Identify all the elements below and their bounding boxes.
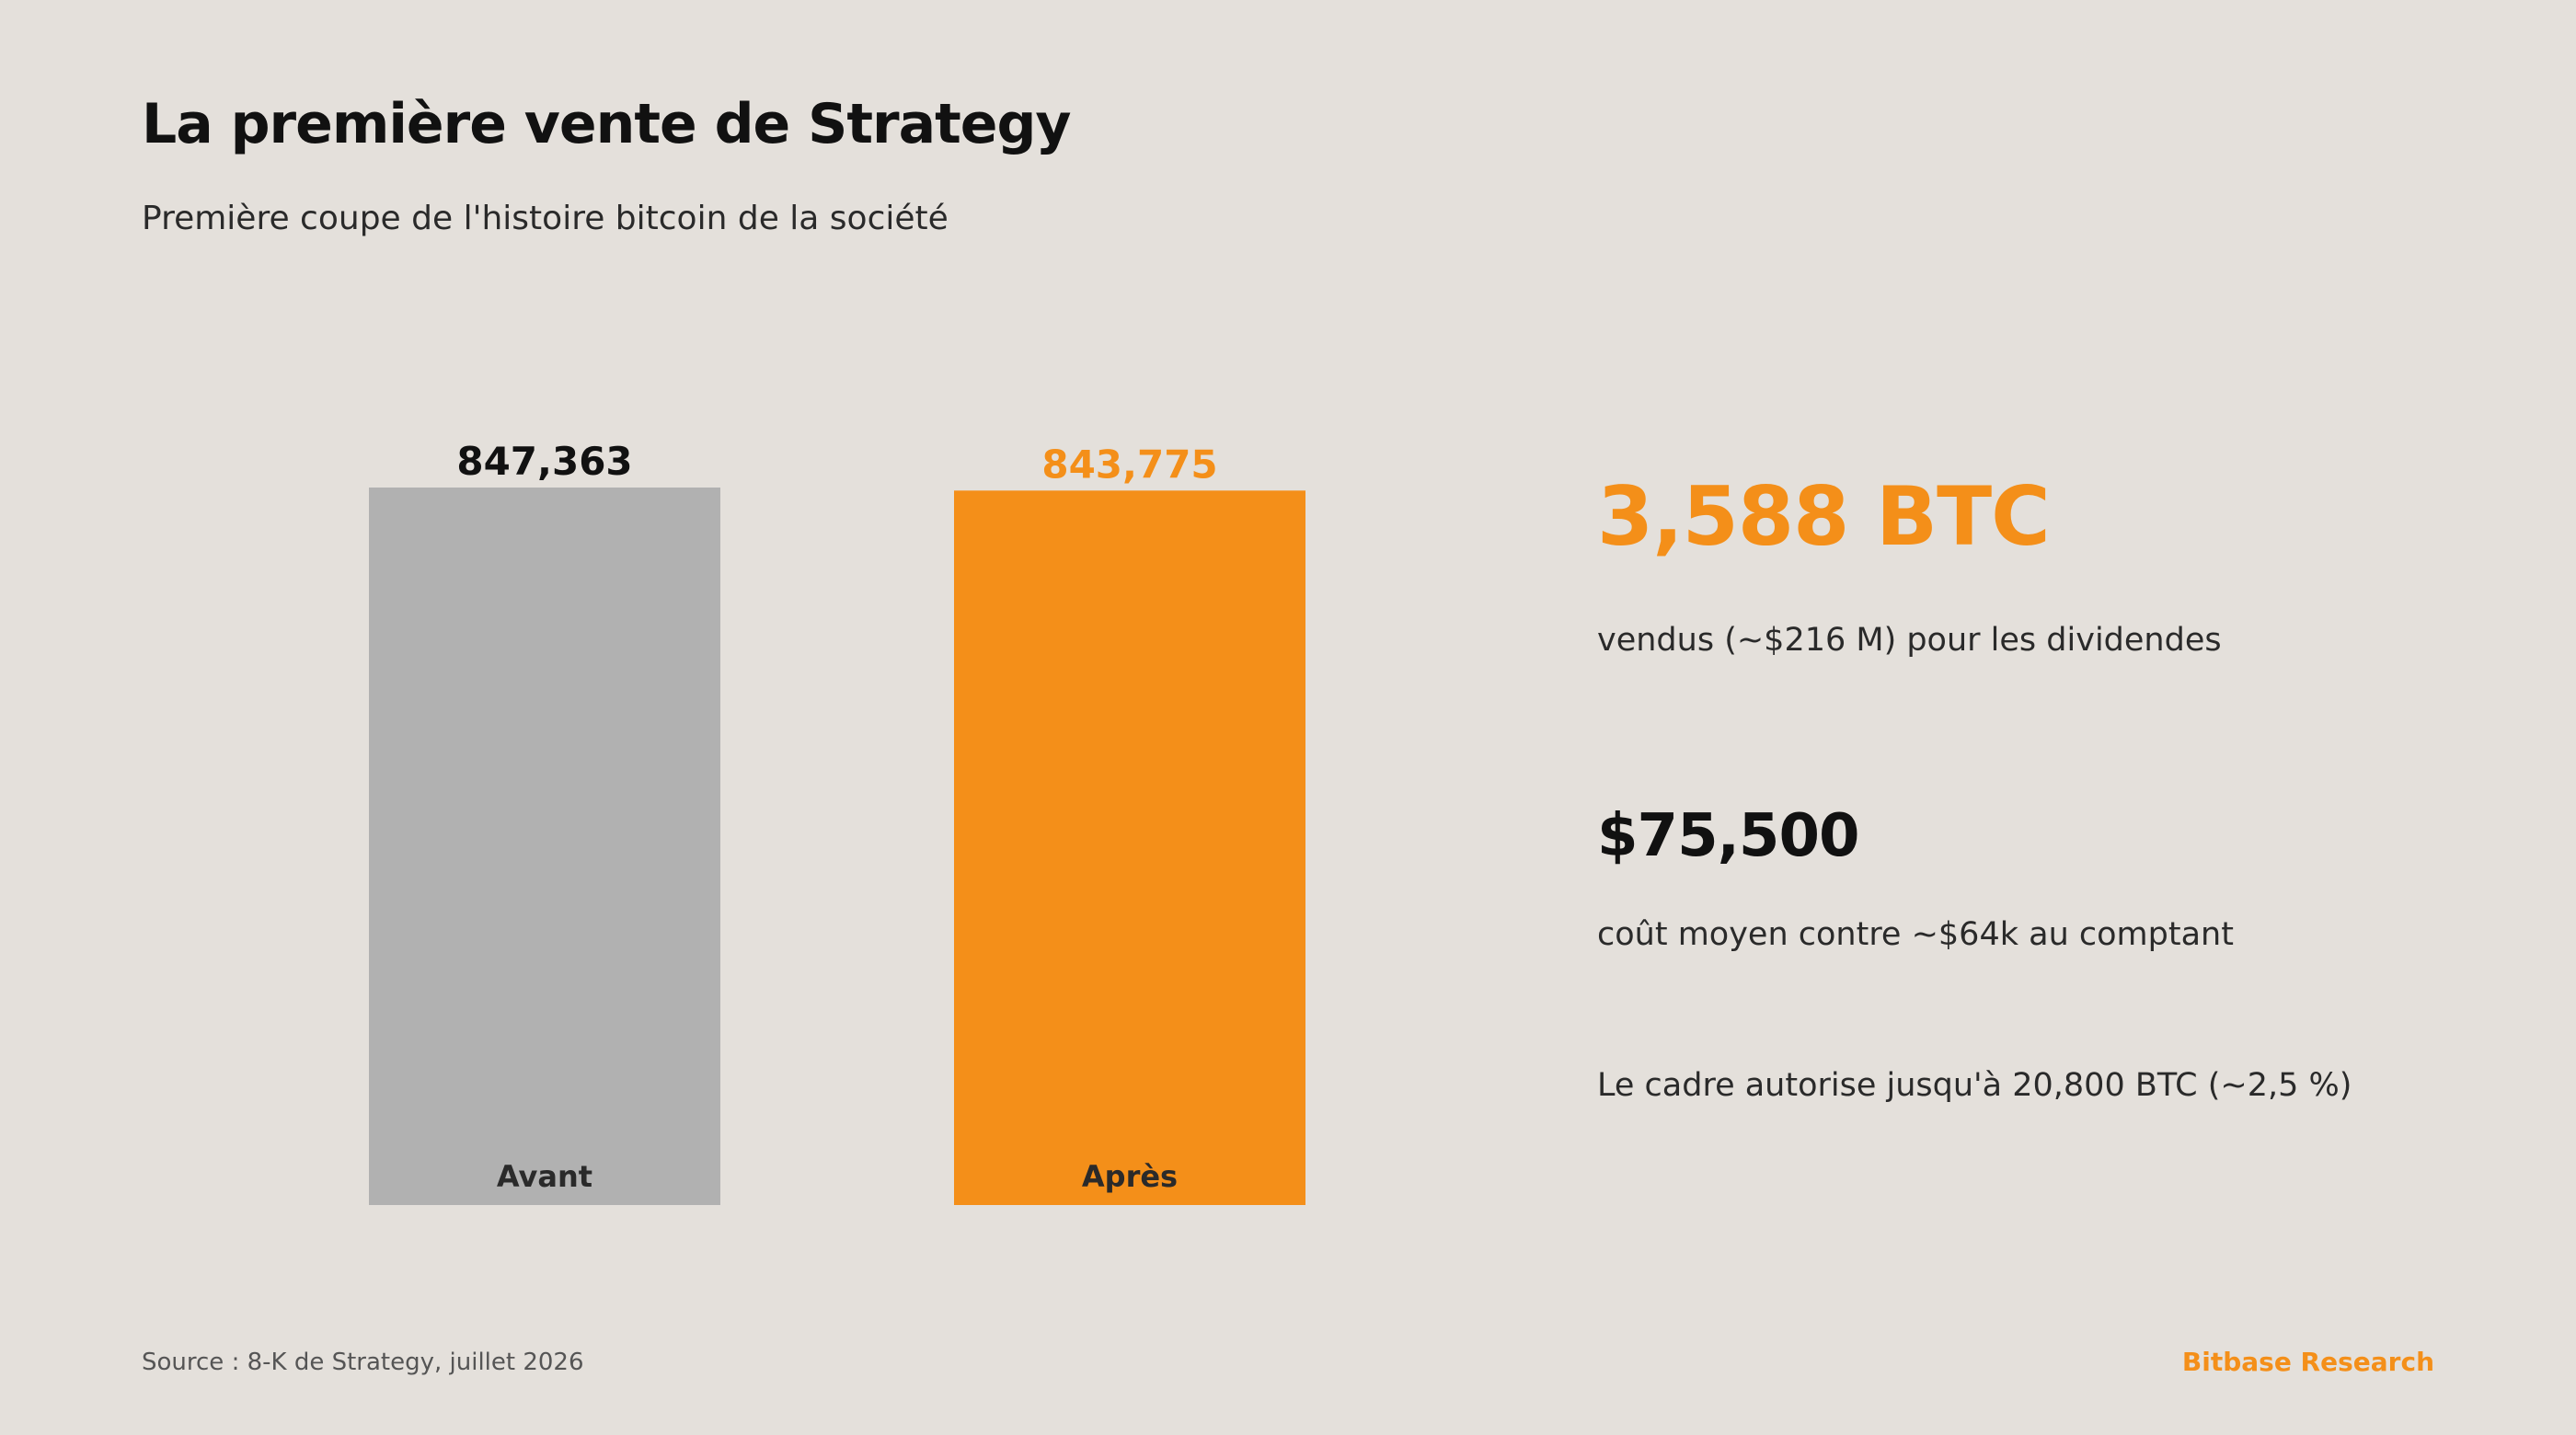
authorization-note: Le cadre autorise jusqu'à 20,800 BTC (~2… bbox=[1597, 1067, 2352, 1104]
page-subtitle: Première coupe de l'histoire bitcoin de … bbox=[142, 200, 949, 237]
bar-category-label: Avant bbox=[497, 1159, 592, 1194]
btc-sold-description: vendus (~$216 M) pour les dividendes bbox=[1597, 622, 2222, 659]
brand-label: Bitbase Research bbox=[2181, 1347, 2434, 1377]
btc-sold-value: 3,588 BTC bbox=[1597, 469, 2051, 564]
source-note: Source : 8-K de Strategy, juillet 2026 bbox=[142, 1349, 584, 1376]
bar-value-label: 847,363 bbox=[456, 439, 632, 484]
page-title: La première vente de Strategy bbox=[142, 92, 1072, 156]
average-cost-value: $75,500 bbox=[1597, 802, 1859, 870]
average-cost-description: coût moyen contre ~$64k au comptant bbox=[1597, 916, 2234, 953]
bar-chart: 847,363 Avant 843,775 Après bbox=[369, 439, 1305, 1205]
bar-category-label: Après bbox=[1082, 1159, 1178, 1194]
bar-avant bbox=[369, 488, 720, 1205]
bar-value-label: 843,775 bbox=[1041, 442, 1217, 487]
bar-apres bbox=[954, 490, 1305, 1205]
